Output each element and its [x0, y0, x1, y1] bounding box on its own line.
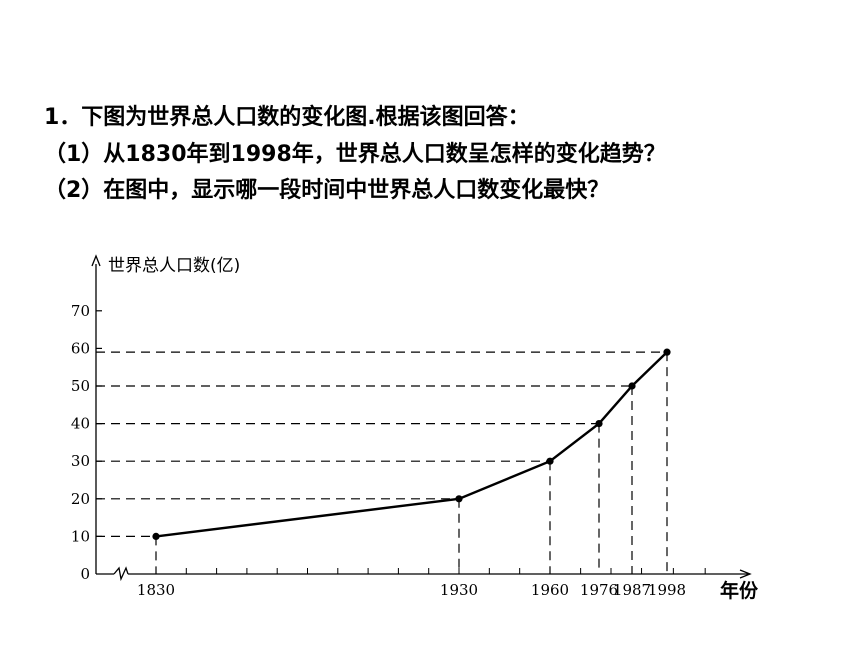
dashed-guides — [96, 351, 668, 574]
x-tick-label: 1987 — [613, 581, 651, 599]
x-tick-label: 1930 — [440, 581, 478, 599]
y-tick-label: 50 — [71, 377, 90, 395]
data-point — [546, 457, 554, 465]
x-tick-label: 1830 — [137, 581, 175, 599]
data-point — [455, 495, 463, 503]
x-tick-label: 1998 — [648, 581, 686, 599]
y-tick-label: 10 — [71, 527, 90, 545]
x-axis-arrow — [739, 569, 752, 579]
data-point — [152, 532, 160, 541]
y-axis-title: 世界总人口数(亿) — [108, 256, 240, 276]
x-axis-title: 年份 — [720, 579, 759, 602]
question-line-2: （1）从1830年到1998年，世界总人口数呈怎样的变化趋势？ — [44, 142, 666, 167]
y-tick-label: 20 — [71, 490, 90, 508]
x-tick-label: 1976 — [580, 581, 618, 599]
data-point — [595, 420, 603, 428]
question-line-3: （2）在图中，显示哪一段时间中世界总人口数变化最快？ — [44, 178, 610, 203]
y-tick-label: 40 — [71, 415, 90, 433]
y-tick-label: 0 — [80, 565, 90, 583]
data-point — [628, 382, 636, 390]
question-line-1: 1．下图为世界总人口数的变化图.根据该图回答： — [44, 105, 530, 130]
population-line — [155, 351, 668, 538]
y-tick-label: 60 — [71, 339, 90, 357]
axes — [91, 254, 752, 582]
y-tick-label: 70 — [71, 302, 90, 320]
y-axis-arrow — [91, 254, 101, 267]
axis-break-mark — [113, 566, 129, 582]
data-point — [663, 348, 671, 356]
y-tick-label: 30 — [71, 452, 90, 470]
population-series — [152, 348, 671, 541]
x-tick-label: 1960 — [531, 581, 569, 599]
